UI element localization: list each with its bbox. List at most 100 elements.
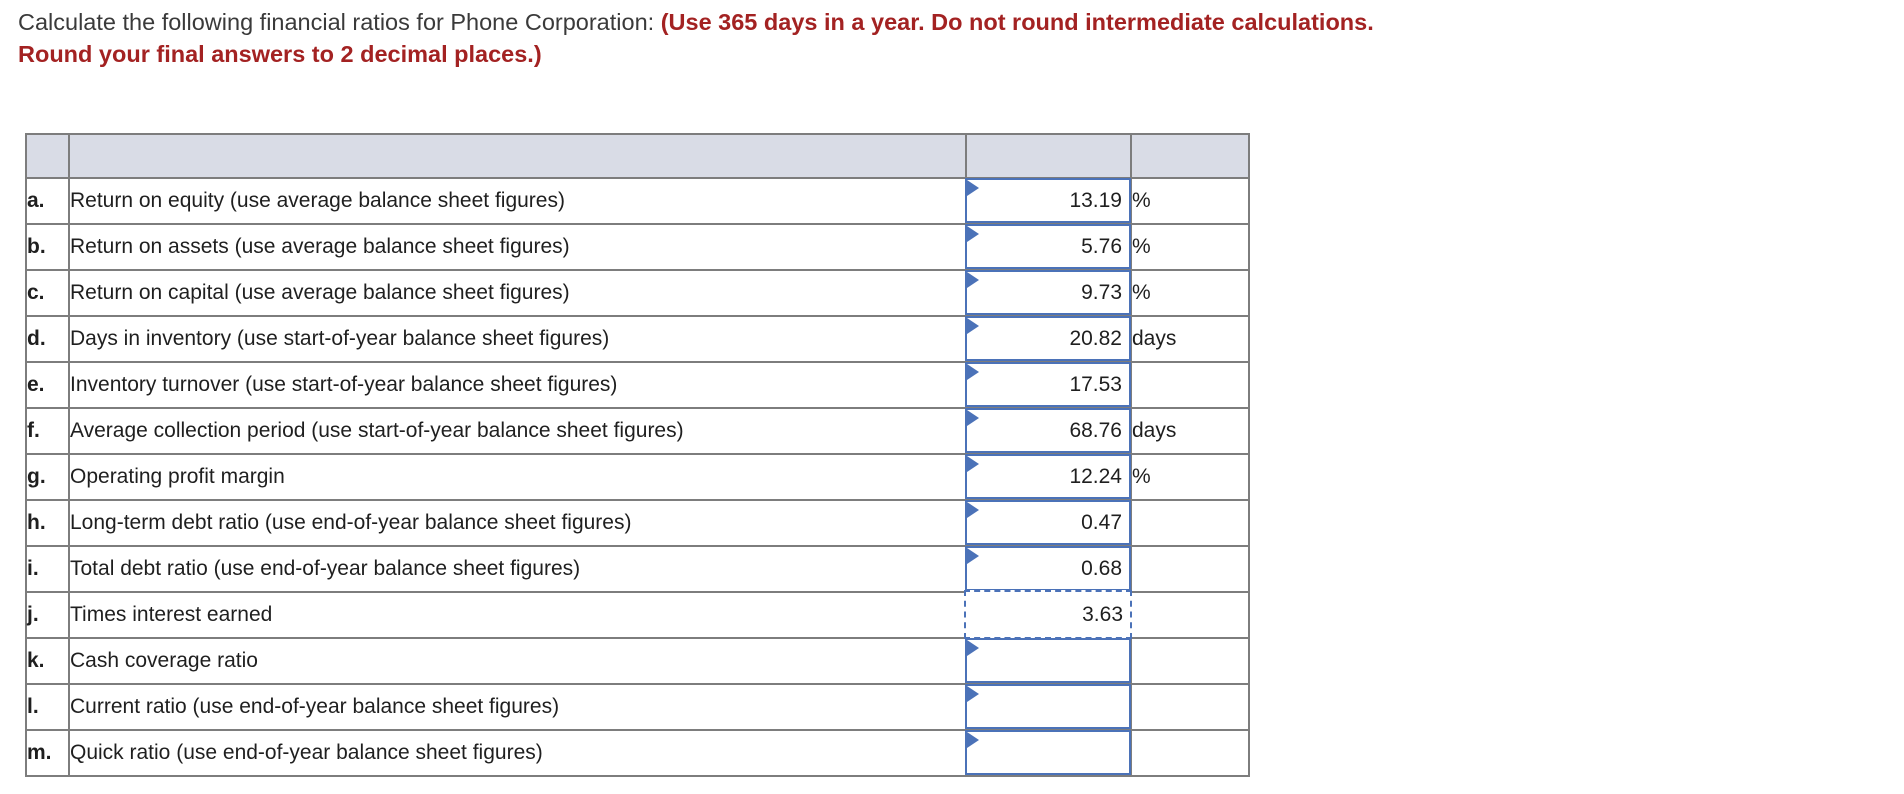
row-letter: d.: [25, 315, 70, 363]
answer-marker-icon: [967, 686, 979, 702]
answer-input-i[interactable]: 0.68: [965, 546, 1131, 591]
row-letter: i.: [25, 545, 70, 593]
answer-marker-icon: [967, 548, 979, 564]
answer-cell: 20.82: [965, 315, 1132, 363]
answer-value: 0.47: [1081, 510, 1122, 534]
answer-value: 3.63: [1082, 602, 1123, 626]
answer-marker-icon: [967, 364, 979, 380]
header-cell-unit: [1130, 133, 1250, 179]
row-label: Current ratio (use end-of-year balance s…: [68, 683, 967, 731]
row-label: Return on assets (use average balance sh…: [68, 223, 967, 271]
answer-input-c[interactable]: 9.73: [965, 270, 1131, 315]
unit-cell: [1130, 591, 1250, 639]
answer-marker-icon: [967, 272, 979, 288]
answer-marker-icon: [967, 180, 979, 196]
table-row: c. Return on capital (use average balanc…: [25, 269, 1250, 317]
answer-value: 17.53: [1069, 372, 1122, 396]
table-row: f. Average collection period (use start-…: [25, 407, 1250, 455]
row-label: Days in inventory (use start-of-year bal…: [68, 315, 967, 363]
answer-input-d[interactable]: 20.82: [965, 316, 1131, 361]
unit-cell: %: [1130, 269, 1250, 317]
row-letter: c.: [25, 269, 70, 317]
prompt-text: Calculate the following financial ratios…: [18, 9, 661, 35]
row-label: Inventory turnover (use start-of-year ba…: [68, 361, 967, 409]
answer-value: 9.73: [1081, 280, 1122, 304]
header-cell-answer: [965, 133, 1132, 179]
answer-value: 0.68: [1081, 556, 1122, 580]
unit-cell: [1130, 545, 1250, 593]
table-row: l. Current ratio (use end-of-year balanc…: [25, 683, 1250, 731]
table-row: m. Quick ratio (use end-of-year balance …: [25, 729, 1250, 777]
answer-marker-icon: [967, 318, 979, 334]
unit-cell: [1130, 729, 1250, 777]
answer-cell: [965, 637, 1132, 685]
answer-cell: 9.73: [965, 269, 1132, 317]
unit-cell: days: [1130, 315, 1250, 363]
answer-input-e[interactable]: 17.53: [965, 362, 1131, 407]
unit-cell: days: [1130, 407, 1250, 455]
answer-value: 12.24: [1069, 464, 1122, 488]
row-letter: k.: [25, 637, 70, 685]
row-letter: e.: [25, 361, 70, 409]
table-row: a. Return on equity (use average balance…: [25, 177, 1250, 225]
answer-input-j-selected[interactable]: 3.63: [964, 590, 1132, 639]
answer-marker-icon: [967, 732, 979, 748]
answer-input-b[interactable]: 5.76: [965, 224, 1131, 269]
row-label: Return on capital (use average balance s…: [68, 269, 967, 317]
answer-marker-icon: [967, 456, 979, 472]
answer-cell: 12.24: [965, 453, 1132, 501]
table-row: d. Days in inventory (use start-of-year …: [25, 315, 1250, 363]
row-letter: l.: [25, 683, 70, 731]
unit-cell: %: [1130, 453, 1250, 501]
answer-marker-icon: [967, 226, 979, 242]
answer-cell: 3.63: [964, 590, 1132, 639]
ratios-table: a. Return on equity (use average balance…: [25, 133, 1250, 777]
table-header-row: [25, 133, 1250, 179]
table-row: j. Times interest earned 3.63: [25, 590, 1250, 639]
answer-cell: [965, 729, 1132, 777]
answer-value: 68.76: [1069, 418, 1122, 442]
row-letter: f.: [25, 407, 70, 455]
answer-cell: [965, 683, 1132, 731]
row-letter: h.: [25, 499, 70, 547]
table-row: h. Long-term debt ratio (use end-of-year…: [25, 499, 1250, 547]
answer-value: 5.76: [1081, 234, 1122, 258]
answer-input-f[interactable]: 68.76: [965, 408, 1131, 453]
row-label: Return on equity (use average balance sh…: [68, 177, 967, 225]
row-letter: a.: [25, 177, 70, 225]
table-row: b. Return on assets (use average balance…: [25, 223, 1250, 271]
table-row: k. Cash coverage ratio: [25, 637, 1250, 685]
table-row: e. Inventory turnover (use start-of-year…: [25, 361, 1250, 409]
answer-cell: 17.53: [965, 361, 1132, 409]
row-label: Long-term debt ratio (use end-of-year ba…: [68, 499, 967, 547]
prompt-line-2: Round your final answers to 2 decimal pl…: [18, 38, 1898, 70]
answer-value: 20.82: [1069, 326, 1122, 350]
answer-cell: 5.76: [965, 223, 1132, 271]
answer-value: 13.19: [1069, 188, 1122, 212]
answer-marker-icon: [967, 410, 979, 426]
answer-marker-icon: [967, 502, 979, 518]
unit-cell: [1130, 637, 1250, 685]
answer-input-l[interactable]: [965, 684, 1131, 729]
answer-input-a[interactable]: 13.19: [965, 178, 1131, 223]
row-label: Cash coverage ratio: [68, 637, 967, 685]
answer-input-h[interactable]: 0.47: [965, 500, 1131, 545]
table-row: i. Total debt ratio (use end-of-year bal…: [25, 545, 1250, 593]
answer-input-g[interactable]: 12.24: [965, 454, 1131, 499]
row-label: Times interest earned: [68, 591, 967, 639]
answer-input-k[interactable]: [965, 638, 1131, 683]
answer-input-m[interactable]: [965, 730, 1131, 775]
row-label: Total debt ratio (use end-of-year balanc…: [68, 545, 967, 593]
header-cell-description: [68, 133, 967, 179]
unit-cell: %: [1130, 177, 1250, 225]
row-letter: j.: [25, 591, 70, 639]
unit-cell: [1130, 499, 1250, 547]
answer-cell: 68.76: [965, 407, 1132, 455]
question-prompt: Calculate the following financial ratios…: [18, 6, 1898, 70]
unit-cell: %: [1130, 223, 1250, 271]
row-letter: g.: [25, 453, 70, 501]
row-label: Average collection period (use start-of-…: [68, 407, 967, 455]
row-label: Operating profit margin: [68, 453, 967, 501]
row-letter: m.: [25, 729, 70, 777]
prompt-line-1: Calculate the following financial ratios…: [18, 6, 1898, 38]
